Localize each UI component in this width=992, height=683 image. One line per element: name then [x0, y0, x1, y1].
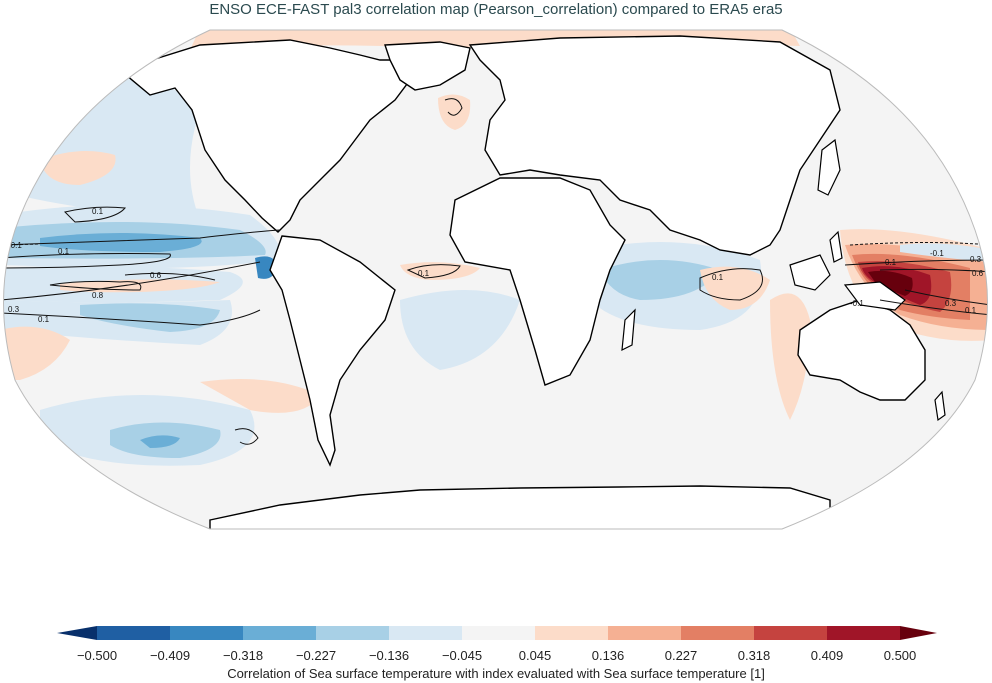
tick-label: −0.409 — [149, 648, 191, 663]
tick-label: 0.227 — [664, 648, 698, 663]
colorbar — [57, 626, 937, 640]
svg-text:0.6: 0.6 — [972, 269, 984, 278]
svg-text:0.3: 0.3 — [945, 299, 957, 308]
tick-label: 0.409 — [810, 648, 844, 663]
chart-title: ENSO ECE-FAST pal3 correlation map (Pear… — [209, 1, 783, 18]
tick-label: −0.500 — [76, 648, 118, 663]
svg-text:-0.1: -0.1 — [850, 299, 864, 308]
tick-label: 0.045 — [518, 648, 552, 663]
svg-text:0.1: 0.1 — [965, 306, 977, 315]
colorbar-ticks: −0.500 −0.409 −0.318 −0.227 −0.136 −0.04… — [0, 648, 992, 664]
tick-label: 0.136 — [591, 648, 625, 663]
colorbar-label: Correlation of Sea surface temperature w… — [227, 666, 765, 681]
tick-label: −0.136 — [368, 648, 410, 663]
correlation-map: 0.1 -0.1 0.1 0.6 0.8 0.3 0.1 0.1 0.1 -0.… — [0, 22, 992, 534]
svg-text:0.8: 0.8 — [92, 291, 104, 300]
tick-label: 0.500 — [883, 648, 917, 663]
svg-text:0.3: 0.3 — [8, 305, 20, 314]
tick-label: −0.045 — [441, 648, 483, 663]
svg-text:0.3: 0.3 — [970, 255, 982, 264]
svg-text:0.1: 0.1 — [885, 258, 897, 267]
svg-text:0.1: 0.1 — [92, 207, 104, 216]
svg-text:-0.1: -0.1 — [8, 241, 22, 250]
svg-text:-0.1: -0.1 — [930, 249, 944, 258]
svg-text:0.1: 0.1 — [418, 269, 430, 278]
tick-label: −0.318 — [222, 648, 264, 663]
svg-text:0.1: 0.1 — [38, 315, 50, 324]
tick-label: −0.227 — [295, 648, 337, 663]
svg-text:0.6: 0.6 — [150, 271, 162, 280]
svg-text:0.1: 0.1 — [58, 247, 70, 256]
tick-label: 0.318 — [737, 648, 771, 663]
svg-text:0.1: 0.1 — [712, 273, 724, 282]
